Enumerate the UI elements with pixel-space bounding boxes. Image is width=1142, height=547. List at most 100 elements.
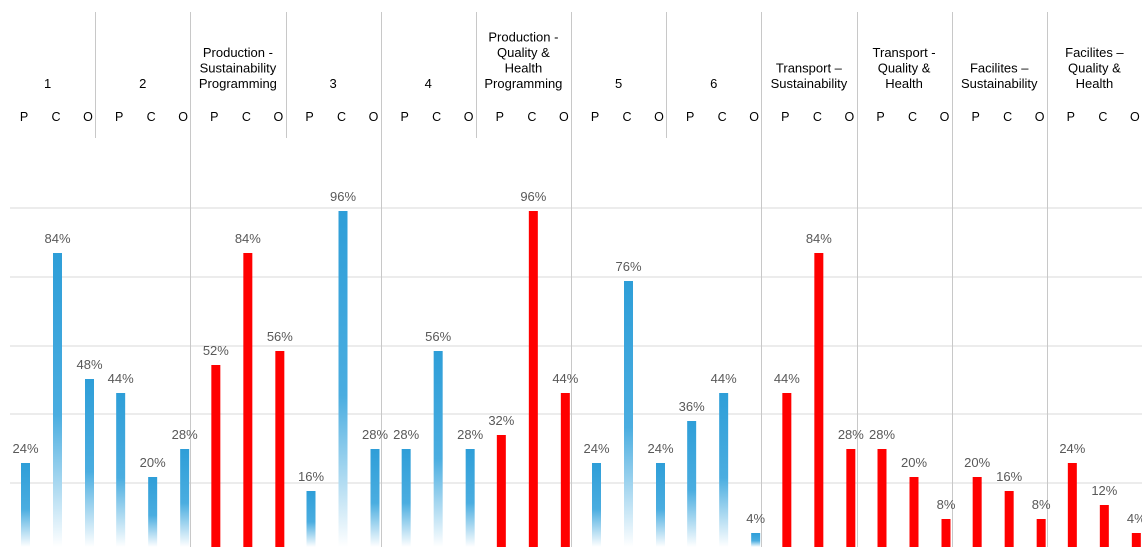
- value-label: 24%: [647, 441, 673, 456]
- subcategory-label: C: [51, 110, 60, 124]
- value-label: 84%: [44, 231, 70, 246]
- bar: [751, 533, 761, 547]
- subcategory-label: P: [496, 110, 504, 124]
- group-title: Facilites –: [1065, 45, 1124, 60]
- subcategory-label: O: [940, 110, 950, 124]
- bar: [465, 449, 475, 547]
- bars: [21, 211, 1141, 547]
- group-title: 2: [139, 76, 146, 91]
- group-title: 6: [710, 76, 717, 91]
- subcategory-label: P: [115, 110, 123, 124]
- group-title: Sustainability: [200, 61, 277, 76]
- subcategory-label: C: [622, 110, 631, 124]
- group-title: 3: [329, 76, 336, 91]
- value-label: 24%: [12, 441, 38, 456]
- value-labels: 24% 84% 48% 44% 20% 28% 52% 84% 56% 16% 96% 28% 28% 5…: [12, 189, 1142, 526]
- group-title: Programming: [484, 76, 562, 91]
- bar: [85, 379, 94, 547]
- bar: [592, 463, 601, 547]
- subcategory-label: P: [1067, 110, 1075, 124]
- bar: [275, 351, 285, 547]
- subcategory-label: P: [686, 110, 694, 124]
- value-label: 20%: [901, 455, 927, 470]
- group-title: Sustainability: [771, 76, 848, 91]
- bar: [1036, 519, 1046, 547]
- value-label: 56%: [267, 329, 293, 344]
- bar: [211, 365, 221, 547]
- subcategory-label: O: [749, 110, 759, 124]
- subcategory-label: P: [781, 110, 789, 124]
- value-label: 28%: [172, 427, 198, 442]
- value-label: 32%: [488, 413, 514, 428]
- subcategory-label: O: [559, 110, 569, 124]
- bar: [306, 491, 316, 547]
- value-label: 48%: [76, 357, 102, 372]
- group-title: Programming: [199, 76, 277, 91]
- group-title: 1: [44, 76, 51, 91]
- bar: [624, 281, 633, 547]
- value-label: 96%: [330, 189, 356, 204]
- group-title: Health: [505, 61, 543, 76]
- value-label: 36%: [679, 399, 705, 414]
- group-title: Transport -: [873, 45, 936, 60]
- group-title: Quality &: [1068, 61, 1121, 76]
- value-label: 84%: [235, 231, 261, 246]
- bar: [243, 253, 253, 547]
- bar: [1067, 463, 1077, 547]
- subcategory-label: P: [210, 110, 218, 124]
- value-label: 56%: [425, 329, 451, 344]
- value-label: 28%: [362, 427, 388, 442]
- gridlines: [10, 207, 1142, 484]
- bar: [656, 463, 665, 547]
- value-label: 20%: [140, 455, 166, 470]
- bar: [909, 477, 919, 547]
- subcategory-label: O: [654, 110, 664, 124]
- subcategory-label: P: [876, 110, 884, 124]
- subcategory-label: P: [971, 110, 979, 124]
- value-label: 4%: [1127, 511, 1142, 526]
- value-label: 12%: [1091, 483, 1117, 498]
- group-title: Sustainability: [961, 76, 1038, 91]
- bar: [1099, 505, 1109, 547]
- value-label: 76%: [615, 259, 641, 274]
- bar: [560, 393, 570, 547]
- value-label: 28%: [838, 427, 864, 442]
- bar: [370, 449, 380, 547]
- subcategory-label: C: [147, 110, 156, 124]
- bar: [528, 211, 538, 547]
- group-title: 5: [615, 76, 622, 91]
- group-title: Transport –: [776, 61, 843, 76]
- subcategory-label: C: [718, 110, 727, 124]
- bar: [180, 449, 190, 547]
- bar: [687, 421, 697, 547]
- bar: [116, 393, 126, 547]
- value-label: 84%: [806, 231, 832, 246]
- bar: [972, 477, 982, 547]
- subcategory-label: C: [432, 110, 441, 124]
- value-label: 44%: [108, 371, 134, 386]
- value-label: 24%: [1059, 441, 1085, 456]
- subcategory-label: O: [1130, 110, 1140, 124]
- bar: [719, 393, 729, 547]
- value-label: 8%: [937, 497, 956, 512]
- bar: [401, 449, 411, 547]
- bar: [53, 253, 62, 547]
- group-title: Health: [885, 76, 923, 91]
- subcategory-label: C: [527, 110, 536, 124]
- bar: [782, 393, 792, 547]
- subcategory-label: C: [337, 110, 346, 124]
- group-title: Quality &: [497, 45, 550, 60]
- subcategory-label: C: [1003, 110, 1012, 124]
- value-label: 20%: [964, 455, 990, 470]
- subcategory-label: O: [464, 110, 474, 124]
- group-title: 4: [425, 76, 432, 91]
- subcategory-label: C: [908, 110, 917, 124]
- subcategory-label: P: [400, 110, 408, 124]
- value-label: 28%: [393, 427, 419, 442]
- subcategory-label: O: [844, 110, 854, 124]
- value-label: 16%: [298, 469, 324, 484]
- value-label: 4%: [746, 511, 765, 526]
- value-label: 52%: [203, 343, 229, 358]
- group-title: Health: [1076, 76, 1114, 91]
